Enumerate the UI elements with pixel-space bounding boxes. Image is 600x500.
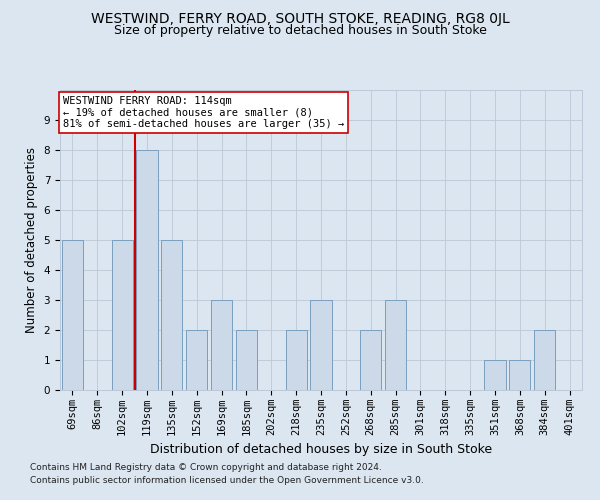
Bar bbox=[385, 300, 406, 390]
X-axis label: Distribution of detached houses by size in South Stoke: Distribution of detached houses by size … bbox=[150, 444, 492, 456]
Bar bbox=[310, 300, 332, 390]
Bar bbox=[186, 330, 207, 390]
Y-axis label: Number of detached properties: Number of detached properties bbox=[25, 147, 38, 333]
Text: Contains public sector information licensed under the Open Government Licence v3: Contains public sector information licen… bbox=[30, 476, 424, 485]
Bar bbox=[360, 330, 381, 390]
Text: Contains HM Land Registry data © Crown copyright and database right 2024.: Contains HM Land Registry data © Crown c… bbox=[30, 464, 382, 472]
Text: WESTWIND FERRY ROAD: 114sqm
← 19% of detached houses are smaller (8)
81% of semi: WESTWIND FERRY ROAD: 114sqm ← 19% of det… bbox=[62, 96, 344, 129]
Bar bbox=[62, 240, 83, 390]
Text: Size of property relative to detached houses in South Stoke: Size of property relative to detached ho… bbox=[113, 24, 487, 37]
Bar bbox=[484, 360, 506, 390]
Bar bbox=[112, 240, 133, 390]
Bar bbox=[236, 330, 257, 390]
Bar bbox=[161, 240, 182, 390]
Bar bbox=[136, 150, 158, 390]
Text: WESTWIND, FERRY ROAD, SOUTH STOKE, READING, RG8 0JL: WESTWIND, FERRY ROAD, SOUTH STOKE, READI… bbox=[91, 12, 509, 26]
Bar bbox=[534, 330, 555, 390]
Bar bbox=[509, 360, 530, 390]
Bar bbox=[211, 300, 232, 390]
Bar bbox=[286, 330, 307, 390]
